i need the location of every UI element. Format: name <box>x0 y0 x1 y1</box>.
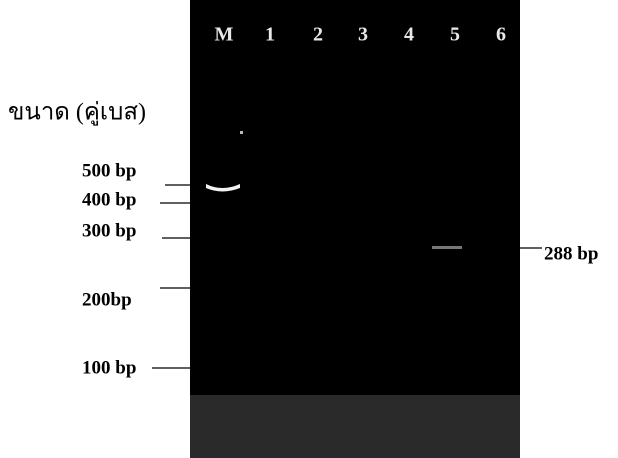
product-band <box>432 246 462 249</box>
marker-label: 300 bp <box>82 220 136 241</box>
lane-label: 1 <box>265 24 275 46</box>
marker-label: 400 bp <box>82 189 136 210</box>
product-label: 288 bp <box>544 243 598 264</box>
lane-label: 5 <box>450 24 460 46</box>
gel-bottom <box>190 395 520 458</box>
gel <box>190 0 520 458</box>
lane-label: M <box>215 24 234 46</box>
marker-label: 500 bp <box>82 160 136 181</box>
lane-label: 6 <box>496 24 506 46</box>
lane-label: 4 <box>404 24 414 46</box>
speck <box>240 131 243 134</box>
marker-label: 200bp <box>82 289 132 310</box>
size-title: ขนาด (คู่เบส) <box>8 100 146 127</box>
lane-label: 2 <box>313 24 323 46</box>
gel-figure: M 1 2 3 4 5 6 ขนาด (คู่เบส) 500 bp 400 b… <box>0 0 618 458</box>
marker-label: 100 bp <box>82 357 136 378</box>
lane-label: 3 <box>358 24 368 46</box>
